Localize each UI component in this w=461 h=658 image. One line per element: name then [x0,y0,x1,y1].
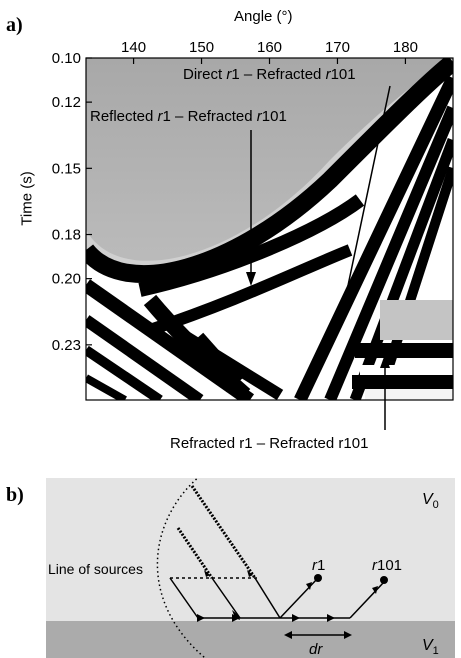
x-tick-label: 150 [189,39,214,56]
dr-arrow [284,631,352,639]
v0-label: V0 [422,491,439,511]
y-tick-label: 0.23 [52,337,81,354]
panel-b-label: b) [6,484,24,506]
x-axis-label: Angle (°) [234,8,293,25]
x-tick-label: 170 [325,39,350,56]
y-tick-label: 0.15 [52,160,81,177]
ray-paths [169,577,385,619]
receiver-r101 [380,576,388,584]
panel-a-label: a) [6,14,23,36]
plot-image [86,58,453,400]
x-tick-label: 140 [121,39,146,56]
geometry-diagram: Line of sources r1 r101 dr V0 V1 [46,478,455,658]
r101-label: r101 [372,557,402,574]
y-tick-label: 0.10 [52,50,81,67]
v1-label: V1 [422,637,439,657]
receiver-r1 [314,574,322,582]
annotation-direct: Direct r1 – Refracted r101 [183,66,356,83]
seismogram-chart: 140 150 160 170 180 0.10 0.12 0.15 0.18 0.20 0.23… [52,39,454,452]
annotation-refracted: Refracted r1 – Refracted r101 [170,435,368,452]
ray-arrowheads [197,570,378,622]
r1-label: r1 [312,557,325,574]
x-tick-label: 180 [393,39,418,56]
dr-label: dr [309,641,323,658]
x-tick-label: 160 [257,39,282,56]
annotation-arrows [246,85,391,430]
y-tick-label: 0.20 [52,271,81,288]
lower-layer [46,621,455,658]
incoming-rays [176,485,257,579]
y-tick-label: 0.18 [52,227,81,244]
line-of-sources-label: Line of sources [48,561,143,577]
y-axis-ticks: 0.10 0.12 0.15 0.18 0.20 0.23 [52,50,92,354]
annotation-reflected: Reflected r1 – Refracted r101 [90,108,287,125]
x-axis-ticks: 140 150 160 170 180 [121,39,418,64]
y-tick-label: 0.12 [52,94,81,111]
